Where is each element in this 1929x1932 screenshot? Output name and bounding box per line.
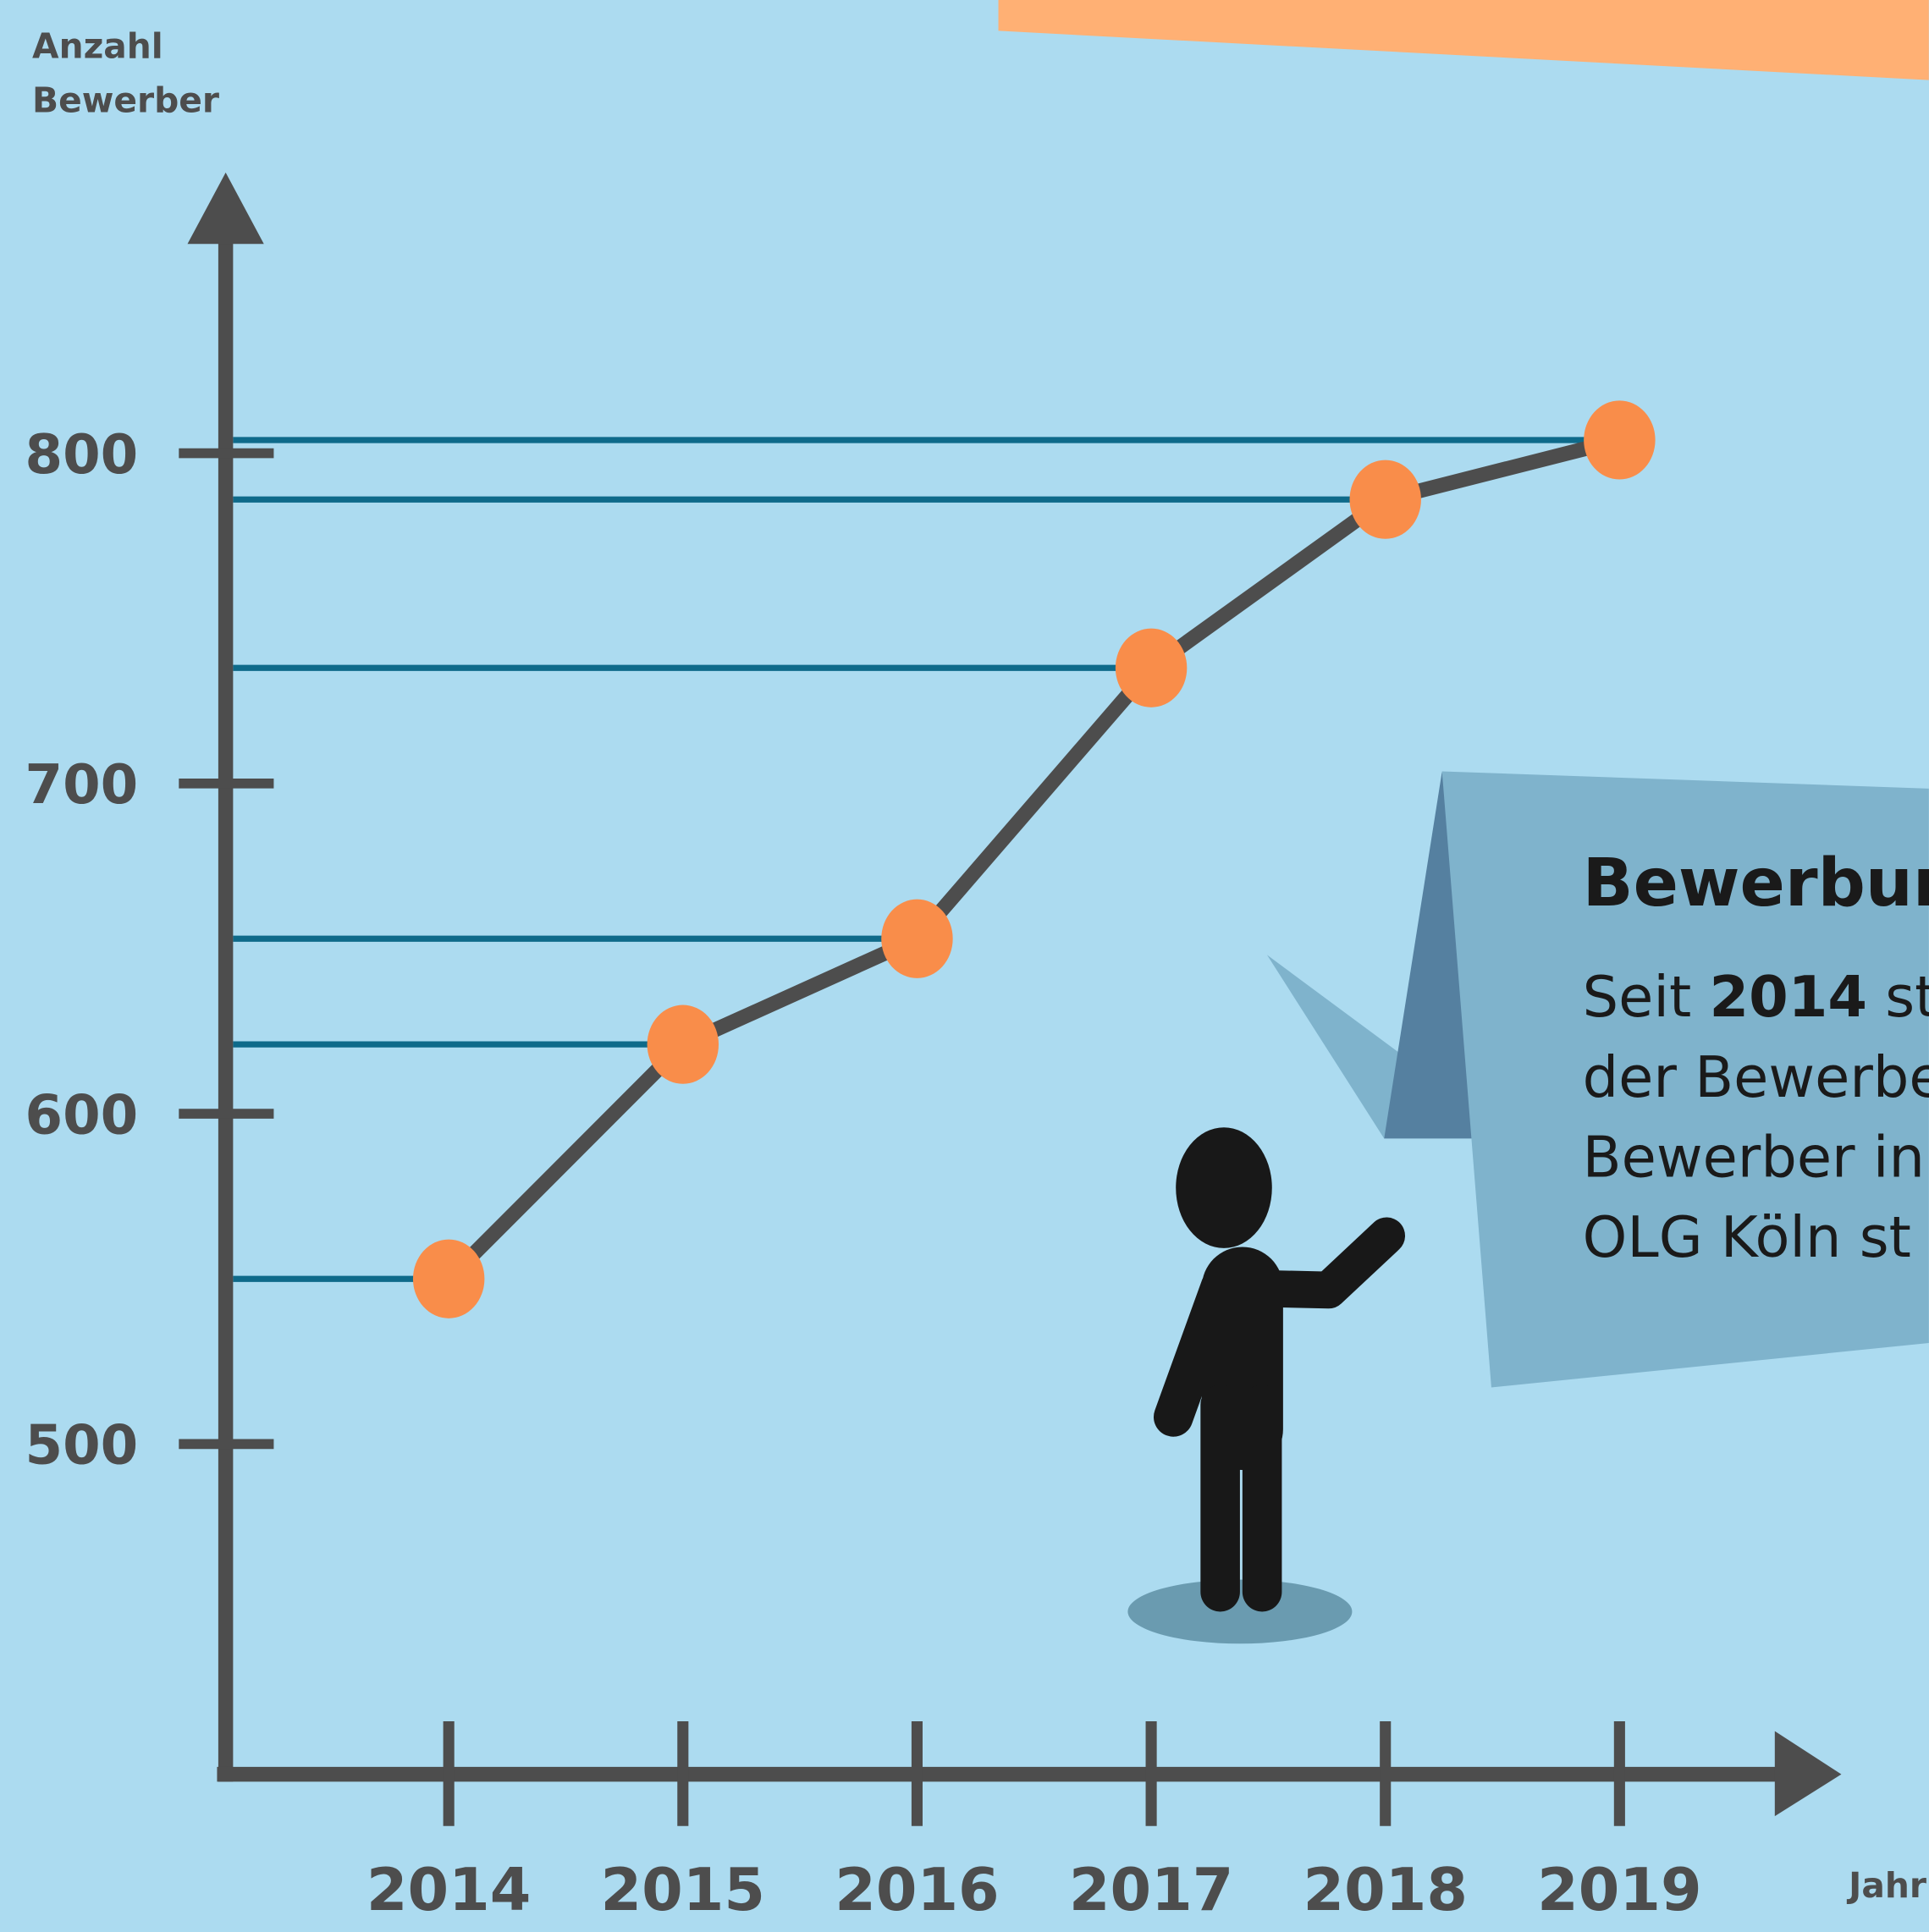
y-tick-label: 800	[25, 424, 139, 487]
data-point	[412, 1239, 485, 1318]
data-point	[647, 1005, 719, 1084]
x-tick-label: 2015	[601, 1856, 765, 1924]
data-point	[881, 899, 953, 978]
y-tick-label: 500	[25, 1415, 139, 1478]
annotation-text: st	[1885, 964, 1929, 1030]
annotation-line: OLG Köln st	[1583, 1204, 1911, 1270]
data-line	[443, 432, 1622, 1285]
y-axis-arrow	[187, 172, 264, 245]
x-tick-label: 2016	[835, 1856, 999, 1924]
plot: 500 600 700 800 2014 2015 2016 2017 2018 2019	[25, 172, 1842, 1924]
annotation-line: Seit 2014 st	[1583, 964, 1929, 1030]
x-axis-arrow	[1774, 1731, 1842, 1817]
x-tick-label: 2014	[367, 1856, 531, 1924]
data-point	[1584, 400, 1656, 480]
data-point	[1349, 460, 1421, 539]
y-tick-label: 700	[25, 754, 139, 817]
speech-bubble	[1441, 771, 1929, 1388]
annotation-text: 2014	[1710, 964, 1867, 1030]
person-head	[1176, 1127, 1272, 1248]
y-tick-label: 600	[25, 1084, 139, 1147]
bubble-tail	[1266, 955, 1406, 1139]
annotation-text: Seit	[1583, 964, 1692, 1030]
data-point	[1115, 628, 1188, 707]
x-tick-label: 2019	[1537, 1856, 1701, 1924]
x-axis-label: Jahr	[1846, 1865, 1926, 1906]
person	[1153, 1127, 1406, 1612]
annotation-title: Bewerbun	[1583, 844, 1929, 922]
x-tick-label: 2017	[1069, 1856, 1233, 1924]
annotation-line: Bewerber in	[1583, 1124, 1925, 1190]
person-shadow	[1127, 1579, 1353, 1644]
y-axis-label: Anzahl Bewerber	[32, 25, 219, 120]
person-legs	[1200, 1384, 1282, 1612]
x-tick-label: 2018	[1303, 1856, 1467, 1924]
annotation-line: der Bewerbe	[1583, 1044, 1929, 1110]
bubble-fold	[1384, 771, 1480, 1139]
banner-shape	[998, 0, 1929, 80]
